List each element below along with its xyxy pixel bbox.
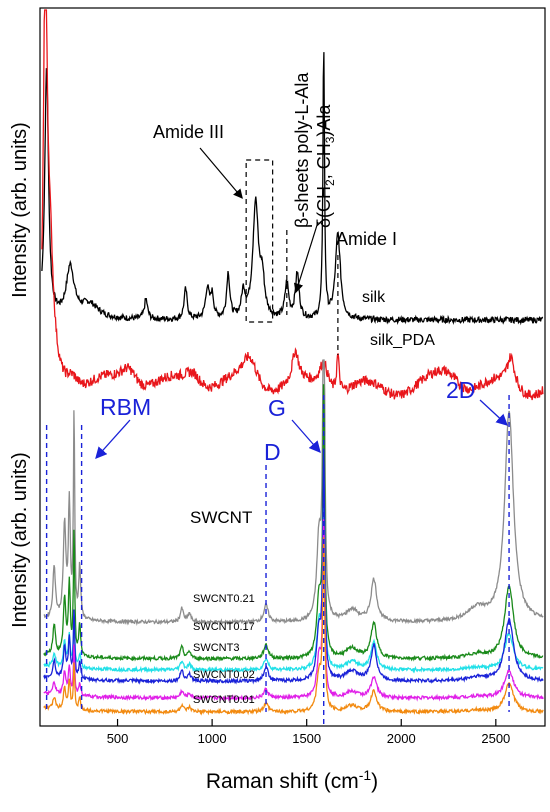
guide-lines	[45, 159, 510, 725]
y-axis-label-bottom: Intensity (arb. units)	[9, 452, 31, 628]
arrow-amide-iii	[199, 147, 243, 199]
amide-iii-label: Amide III	[153, 122, 224, 142]
series-line-swcnt0-02	[43, 519, 544, 702]
x-axis: 500 1000 1500 2000 2500	[107, 719, 510, 746]
annotations	[95, 147, 508, 459]
x-axis-label: Raman shift (cm-1)	[206, 767, 378, 793]
band-label-rbm: RBM	[100, 394, 151, 420]
series-line-silk	[41, 52, 544, 326]
x-tick-label-2000: 2000	[387, 731, 416, 746]
band-label-2d: 2D	[446, 377, 475, 403]
x-tick-label-2500: 2500	[481, 731, 510, 746]
series-line-swcnt3	[43, 448, 544, 685]
series-label-silk: silk	[362, 289, 386, 306]
amide-iii-box	[245, 159, 274, 323]
x-tick-label-500: 500	[107, 731, 129, 746]
series-label-swcnt: SWCNT	[190, 508, 252, 527]
series-label-swcnt3: SWCNT3	[193, 642, 239, 654]
series-label-swcnt002: SWCNT0.02	[193, 669, 255, 681]
series-label-swcnt017: SWCNT0.17	[193, 621, 255, 633]
amide-i-label: Amide I	[336, 229, 397, 249]
series-label-swcnt021: SWCNT0.21	[193, 593, 255, 605]
series-label-swcnt001: SWCNT0.01	[193, 694, 255, 706]
y-axis-label-top: Intensity (arb. units)	[9, 122, 31, 298]
series-group	[41, 9, 544, 716]
series-label-silk-pda: silk_PDA	[370, 332, 435, 349]
beta-sheets-label: β-sheets poly-L-Ala	[292, 72, 312, 228]
series-line-swcnt0-01	[43, 537, 544, 716]
arrow-delta-ch	[293, 221, 319, 294]
arrow-2d	[479, 399, 508, 426]
band-label-g: G	[268, 395, 286, 421]
series-line-silk-pda	[41, 9, 544, 401]
x-tick-label-1500: 1500	[292, 731, 321, 746]
delta-ch-label: δ(CH2, CH3)Ala	[314, 104, 337, 228]
series-line-swcnt	[43, 359, 544, 626]
series-line-swcnt0-21	[43, 384, 544, 663]
series-line-swcnt0-17	[43, 468, 544, 674]
plot-frame	[39, 7, 546, 727]
arrow-g	[291, 419, 321, 453]
x-tick-label-1000: 1000	[198, 731, 227, 746]
arrow-rbm	[95, 419, 131, 459]
band-label-d: D	[264, 439, 281, 465]
